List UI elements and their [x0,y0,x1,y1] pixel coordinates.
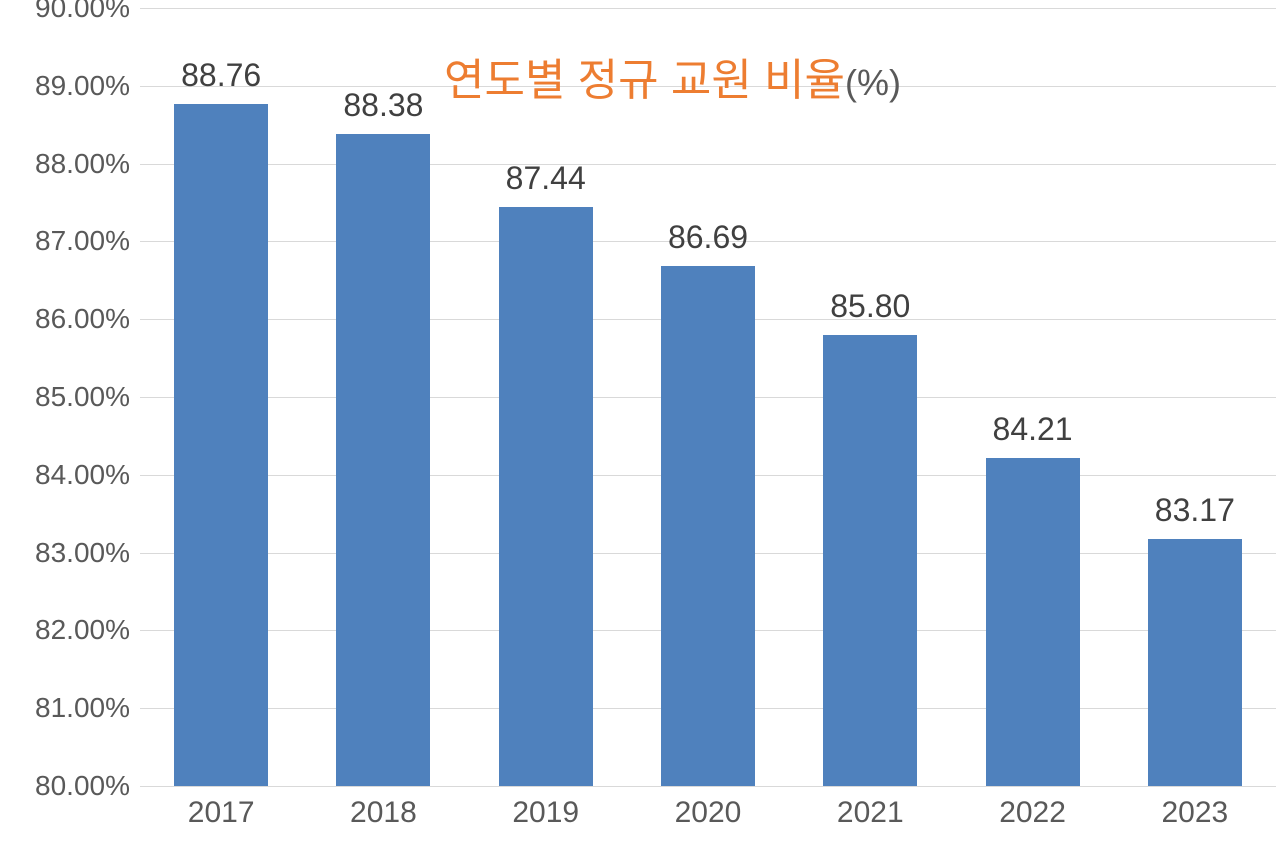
bar-value-label: 86.69 [668,219,748,256]
x-tick-label: 2021 [837,796,904,830]
x-tick-label: 2023 [1161,796,1228,830]
gridline [140,786,1276,787]
bars-group: 88.76 88.38 87.44 86.69 85.80 84.21 83.17 [140,8,1276,786]
y-tick-label: 84.00% [35,459,130,491]
bar [336,134,430,786]
bar [174,104,268,786]
bar-value-label: 88.76 [181,57,261,94]
bar-value-label: 87.44 [506,160,586,197]
bar [661,266,755,786]
chart-title: 연도별 정규 교원 비율(%) [444,44,901,108]
y-tick-label: 81.00% [35,692,130,724]
y-tick-label: 90.00% [35,0,130,24]
bar-chart: 80.00% 81.00% 82.00% 83.00% 84.00% 85.00% 86.0… [0,0,1280,846]
bar-value-label: 85.80 [830,288,910,325]
bar [499,207,593,786]
y-tick-label: 82.00% [35,614,130,646]
x-tick-label: 2020 [675,796,742,830]
x-tick-label: 2018 [350,796,417,830]
x-axis-labels: 2017 2018 2019 2020 2021 2022 2023 [140,796,1276,846]
x-tick-label: 2022 [999,796,1066,830]
x-tick-label: 2017 [188,796,255,830]
x-tick-label: 2019 [512,796,579,830]
y-tick-label: 87.00% [35,225,130,257]
bar [986,458,1080,786]
y-tick-label: 89.00% [35,70,130,102]
chart-title-text: 연도별 정규 교원 비율 [444,56,845,105]
chart-title-unit: (%) [845,62,901,103]
bar [1148,539,1242,786]
bar-value-label: 84.21 [993,411,1073,448]
bar-value-label: 83.17 [1155,492,1235,529]
y-tick-label: 80.00% [35,770,130,802]
y-tick-label: 83.00% [35,537,130,569]
bar [823,335,917,786]
plot-area: 88.76 88.38 87.44 86.69 85.80 84.21 83.17 [140,8,1276,786]
y-axis-labels: 80.00%81.00%82.00%83.00%84.00%85.00%86.0… [0,8,130,786]
y-tick-label: 85.00% [35,381,130,413]
bar-value-label: 88.38 [343,87,423,124]
y-tick-label: 86.00% [35,303,130,335]
y-tick-label: 88.00% [35,148,130,180]
